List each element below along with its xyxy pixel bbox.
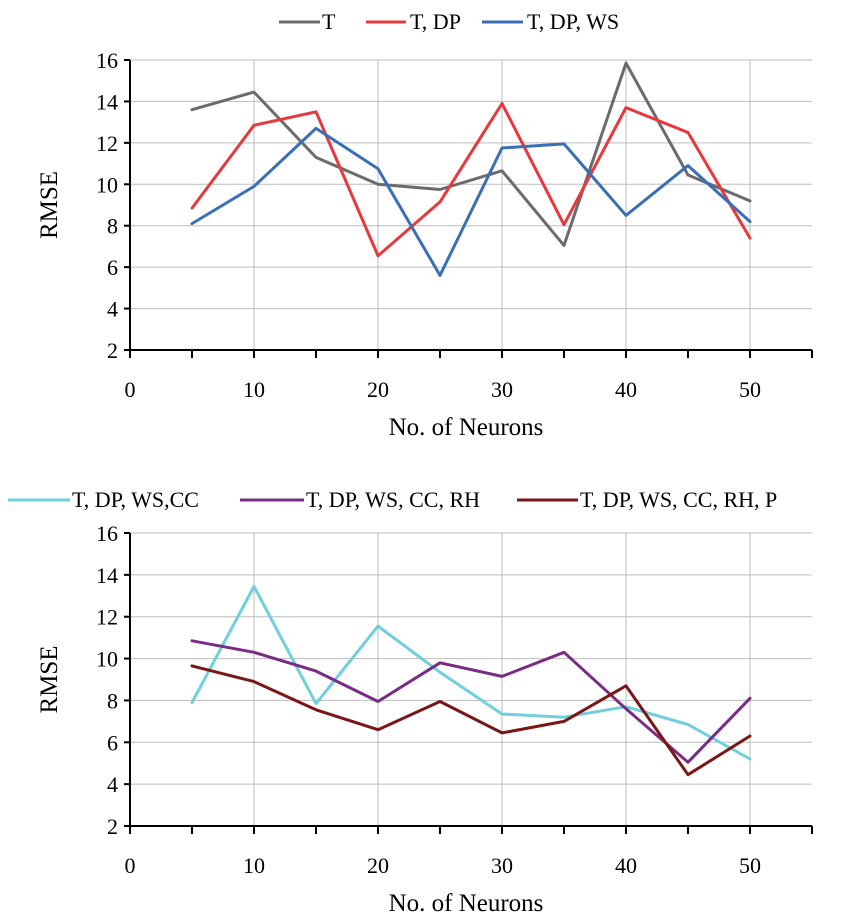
- y-tick-label: 2: [107, 338, 118, 363]
- y-tick-label: 6: [107, 730, 118, 755]
- y-tick-label: 14: [96, 89, 118, 114]
- x-tick-label: 40: [615, 377, 637, 402]
- x-tick-label: 10: [243, 377, 265, 402]
- y-tick-label: 10: [96, 647, 118, 672]
- y-tick-label: 4: [107, 772, 118, 797]
- y-tick-label: 6: [107, 255, 118, 280]
- series-line-2: [190, 102, 752, 258]
- legend-label: T, DP, WS: [527, 9, 619, 34]
- x-tick-label: 50: [739, 853, 761, 878]
- y-tick-label: 12: [96, 131, 118, 156]
- x-tick-label: 20: [367, 377, 389, 402]
- series-line-2: [190, 639, 752, 764]
- x-tick-label: 50: [739, 377, 761, 402]
- legend-label: T, DP, WS, CC, RH: [306, 487, 480, 512]
- y-tick-label: 8: [107, 214, 118, 239]
- x-tick-label: 30: [491, 853, 513, 878]
- legend: T, DP, WS,CC T, DP, WS, CC, RH T, DP, WS, …: [8, 487, 777, 512]
- x-tick-label: 0: [125, 853, 136, 878]
- chart-2: 2 4 6 8 10 12 14 16 0 10 20 30 40 50 No. of Neurons RMS…: [8, 487, 813, 917]
- y-tick-label: 8: [107, 688, 118, 713]
- y-tick-label: 10: [96, 172, 118, 197]
- x-tick-label: 20: [367, 853, 389, 878]
- x-tick-label: 40: [615, 853, 637, 878]
- x-axis-title: No. of Neurons: [389, 890, 544, 917]
- gridlines: [129, 532, 812, 827]
- y-tick-label: 14: [96, 563, 118, 588]
- series-line-1: [190, 584, 752, 761]
- x-tick-label: 10: [243, 853, 265, 878]
- legend-label: T: [322, 9, 336, 34]
- x-tick-label: 30: [491, 377, 513, 402]
- legend: T T, DP T, DP, WS: [279, 9, 619, 34]
- y-tick-label: 2: [107, 814, 118, 839]
- y-axis-title: RMSE: [36, 171, 63, 239]
- legend-label: T, DP, WS, CC, RH, P: [580, 487, 777, 512]
- y-tick-label: 16: [96, 48, 118, 73]
- y-tick-label: 16: [96, 521, 118, 546]
- chart-1: 2 4 6 8 10 12 14 16 0 10 20 30 40 50 No. of Neurons RMS…: [36, 9, 813, 441]
- series-line-3: [190, 664, 752, 777]
- x-tick-label: 0: [125, 377, 136, 402]
- legend-label: T, DP, WS,CC: [72, 487, 199, 512]
- y-tick-label: 12: [96, 605, 118, 630]
- legend-label: T, DP: [410, 9, 461, 34]
- y-tick-label: 4: [107, 297, 118, 322]
- y-axis-title: RMSE: [36, 645, 63, 713]
- series-line-3: [190, 126, 752, 277]
- gridlines: [129, 59, 812, 351]
- x-axis-title: No. of Neurons: [389, 414, 544, 441]
